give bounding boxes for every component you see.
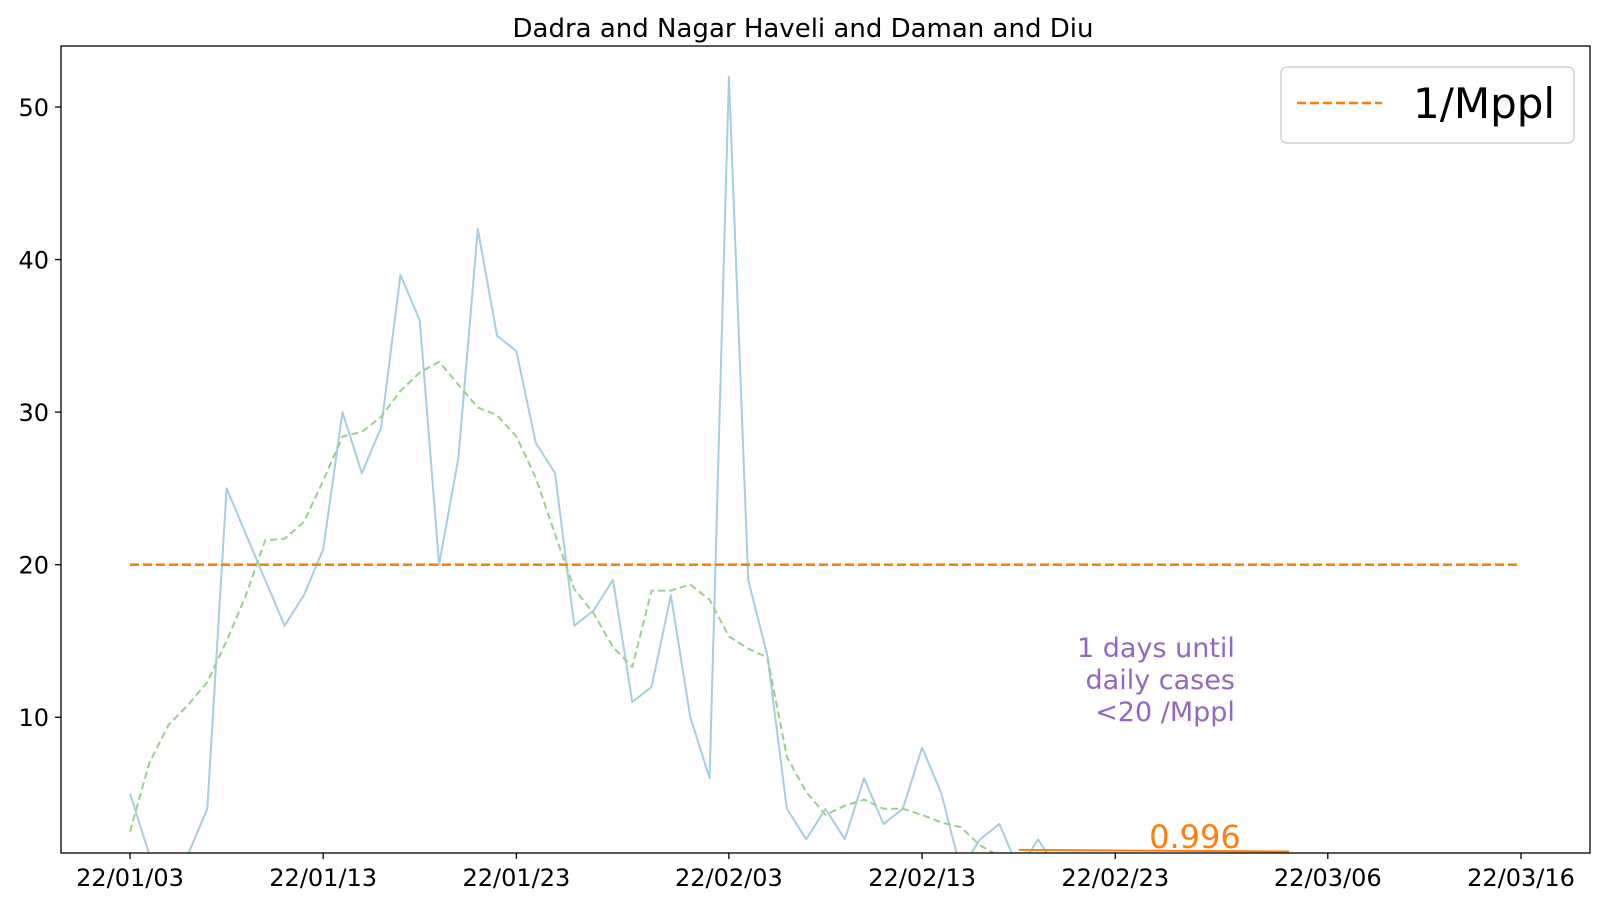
y-tick-label: 10 xyxy=(18,704,49,732)
daily-cases-line xyxy=(129,75,1048,853)
x-tick-label: 22/03/16 xyxy=(1467,864,1575,892)
rolling-average-line xyxy=(129,360,996,853)
y-axis: 10 20 30 40 50 xyxy=(18,94,61,732)
x-tick-label: 22/01/03 xyxy=(76,864,184,892)
chart-title: Dadra and Nagar Haveli and Daman and Diu xyxy=(513,14,1094,44)
y-tick-label: 50 xyxy=(18,94,49,122)
annotations: 1 days until daily cases <20 /Mppl 0.996 xyxy=(1077,633,1241,856)
x-tick-label: 22/01/23 xyxy=(462,864,570,892)
y-tick-label: 30 xyxy=(18,399,49,427)
days-until-annotation: 1 days until daily cases <20 /Mppl xyxy=(1077,633,1235,728)
plot-area-frame xyxy=(60,45,1591,854)
annotation-line: 1 days until xyxy=(1077,633,1235,664)
x-tick-label: 22/02/23 xyxy=(1061,864,1169,892)
x-tick-label: 22/02/13 xyxy=(868,864,976,892)
projection-line xyxy=(1018,848,1290,853)
series-layer xyxy=(129,75,1521,853)
x-tick-label: 22/03/06 xyxy=(1274,864,1382,892)
y-tick-label: 20 xyxy=(18,552,49,580)
legend-label-1-mppl: 1/Mppl xyxy=(1413,79,1555,128)
x-tick-label: 22/02/03 xyxy=(675,864,783,892)
annotation-line: daily cases xyxy=(1086,665,1235,696)
legend: 1/Mppl xyxy=(1280,66,1575,144)
x-tick-label: 22/01/13 xyxy=(269,864,377,892)
x-axis: 22/01/03 22/01/13 22/01/23 22/02/03 22/02/13… xyxy=(76,853,1575,892)
projection-value-label: 0.996 xyxy=(1149,818,1241,856)
annotation-line: <20 /Mppl xyxy=(1095,697,1235,728)
legend-box xyxy=(1280,66,1575,144)
y-tick-label: 40 xyxy=(18,247,49,275)
